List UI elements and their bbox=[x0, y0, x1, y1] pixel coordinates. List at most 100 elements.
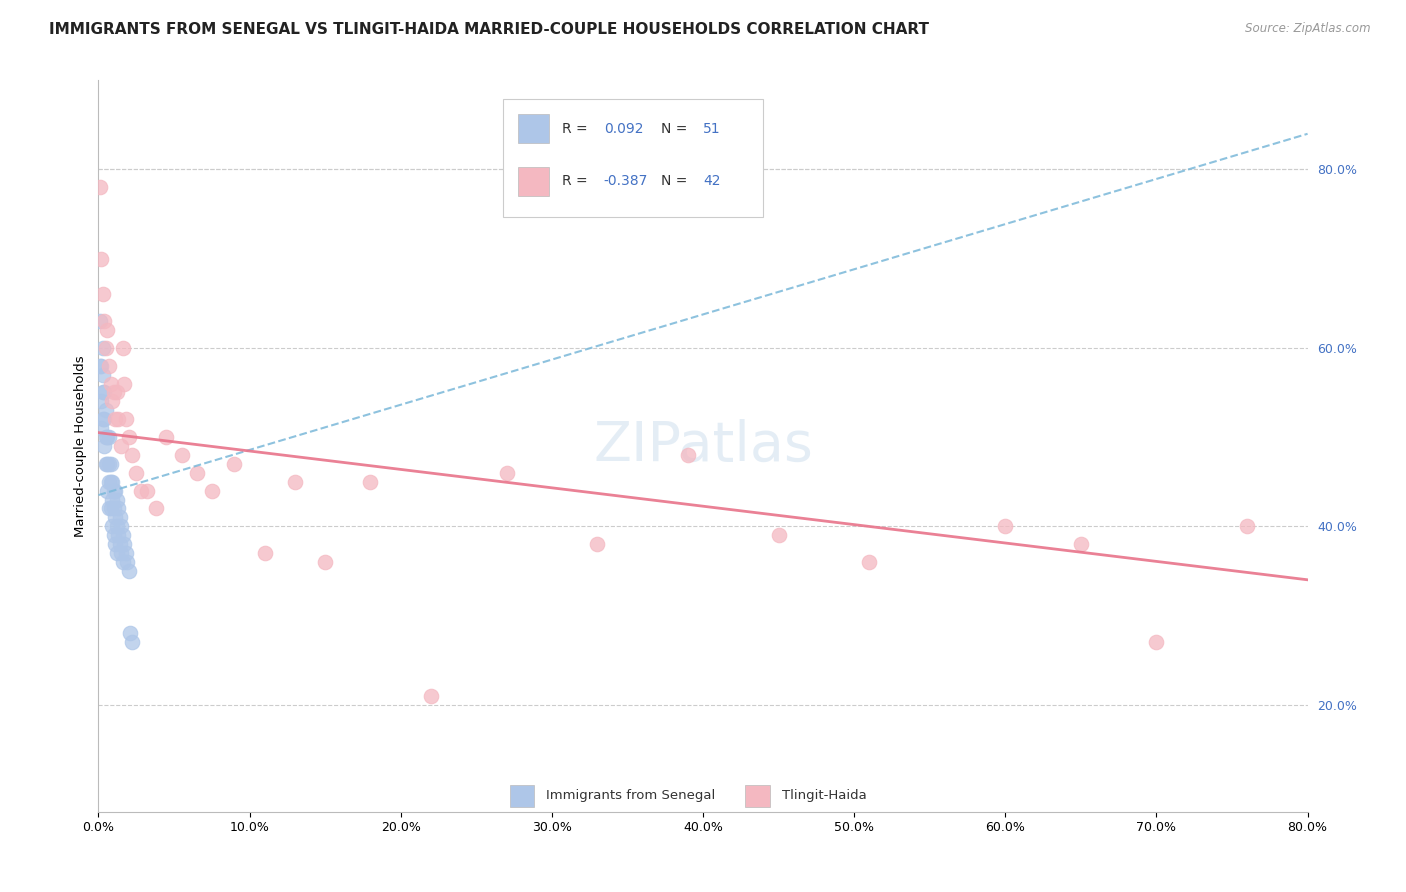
Text: Immigrants from Senegal: Immigrants from Senegal bbox=[546, 789, 716, 802]
Point bbox=[420, 689, 443, 703]
Point bbox=[103, 501, 125, 516]
Point bbox=[118, 430, 141, 444]
Point bbox=[135, 483, 157, 498]
Point bbox=[98, 359, 121, 373]
Point bbox=[314, 555, 336, 569]
Point bbox=[104, 483, 127, 498]
Point bbox=[104, 537, 127, 551]
Point bbox=[121, 635, 143, 649]
Point bbox=[105, 546, 128, 560]
Point bbox=[360, 475, 382, 489]
Point bbox=[91, 412, 114, 426]
Text: N =: N = bbox=[661, 121, 692, 136]
Point bbox=[1070, 537, 1092, 551]
Point bbox=[89, 180, 111, 194]
Point bbox=[89, 314, 111, 328]
Text: R =: R = bbox=[561, 121, 592, 136]
Text: 51: 51 bbox=[703, 121, 721, 136]
Point bbox=[1236, 519, 1258, 533]
Point bbox=[114, 546, 136, 560]
Point bbox=[105, 519, 128, 533]
Point bbox=[186, 466, 208, 480]
Point bbox=[155, 430, 177, 444]
Point bbox=[90, 359, 112, 373]
Point bbox=[114, 412, 136, 426]
Point bbox=[676, 448, 699, 462]
Point bbox=[768, 528, 790, 542]
Point bbox=[100, 457, 122, 471]
Point bbox=[111, 341, 134, 355]
Point bbox=[101, 475, 124, 489]
Point bbox=[858, 555, 880, 569]
Text: 42: 42 bbox=[703, 174, 720, 188]
Point bbox=[94, 341, 117, 355]
Point bbox=[103, 385, 125, 400]
Point bbox=[586, 537, 609, 551]
Point bbox=[104, 510, 127, 524]
Point bbox=[100, 501, 122, 516]
Point bbox=[111, 555, 134, 569]
Point bbox=[103, 483, 125, 498]
Point bbox=[90, 252, 112, 266]
Point bbox=[107, 412, 129, 426]
Point bbox=[108, 510, 131, 524]
Text: R =: R = bbox=[561, 174, 592, 188]
Point bbox=[94, 403, 117, 417]
Text: IMMIGRANTS FROM SENEGAL VS TLINGIT-HAIDA MARRIED-COUPLE HOUSEHOLDS CORRELATION C: IMMIGRANTS FROM SENEGAL VS TLINGIT-HAIDA… bbox=[49, 22, 929, 37]
Point bbox=[90, 394, 112, 409]
Point bbox=[495, 466, 517, 480]
Point bbox=[100, 376, 122, 391]
Point bbox=[118, 564, 141, 578]
Point bbox=[112, 537, 135, 551]
Point bbox=[253, 546, 276, 560]
Point bbox=[224, 457, 246, 471]
Point bbox=[93, 439, 115, 453]
Point bbox=[101, 492, 124, 507]
Point bbox=[125, 466, 148, 480]
Text: -0.387: -0.387 bbox=[603, 174, 648, 188]
Y-axis label: Married-couple Households: Married-couple Households bbox=[75, 355, 87, 537]
Point bbox=[129, 483, 152, 498]
Point bbox=[145, 501, 167, 516]
Point bbox=[90, 421, 112, 435]
Point bbox=[110, 519, 132, 533]
Point bbox=[96, 430, 118, 444]
Point bbox=[91, 341, 114, 355]
Point bbox=[110, 546, 132, 560]
Point bbox=[94, 457, 117, 471]
Point bbox=[105, 492, 128, 507]
Point bbox=[108, 537, 131, 551]
Point bbox=[284, 475, 307, 489]
Point bbox=[100, 475, 122, 489]
Point bbox=[101, 394, 124, 409]
Point bbox=[120, 626, 142, 640]
FancyBboxPatch shape bbox=[509, 785, 534, 806]
Point bbox=[93, 412, 115, 426]
Point bbox=[98, 501, 121, 516]
Point bbox=[89, 359, 111, 373]
Point bbox=[110, 439, 132, 453]
Point bbox=[107, 501, 129, 516]
Point bbox=[91, 385, 114, 400]
FancyBboxPatch shape bbox=[517, 167, 550, 196]
Point bbox=[115, 555, 138, 569]
FancyBboxPatch shape bbox=[517, 114, 550, 144]
Point bbox=[103, 528, 125, 542]
Point bbox=[96, 323, 118, 337]
Point bbox=[107, 528, 129, 542]
Point bbox=[91, 287, 114, 301]
Point bbox=[93, 385, 115, 400]
Text: Source: ZipAtlas.com: Source: ZipAtlas.com bbox=[1246, 22, 1371, 36]
Point bbox=[98, 457, 121, 471]
Point bbox=[201, 483, 224, 498]
Point bbox=[104, 412, 127, 426]
Point bbox=[93, 314, 115, 328]
Point bbox=[170, 448, 193, 462]
Point bbox=[101, 519, 124, 533]
Point bbox=[96, 457, 118, 471]
FancyBboxPatch shape bbox=[503, 99, 763, 217]
Point bbox=[111, 528, 134, 542]
Point bbox=[994, 519, 1017, 533]
FancyBboxPatch shape bbox=[745, 785, 769, 806]
Text: ZIPatlas: ZIPatlas bbox=[593, 419, 813, 473]
